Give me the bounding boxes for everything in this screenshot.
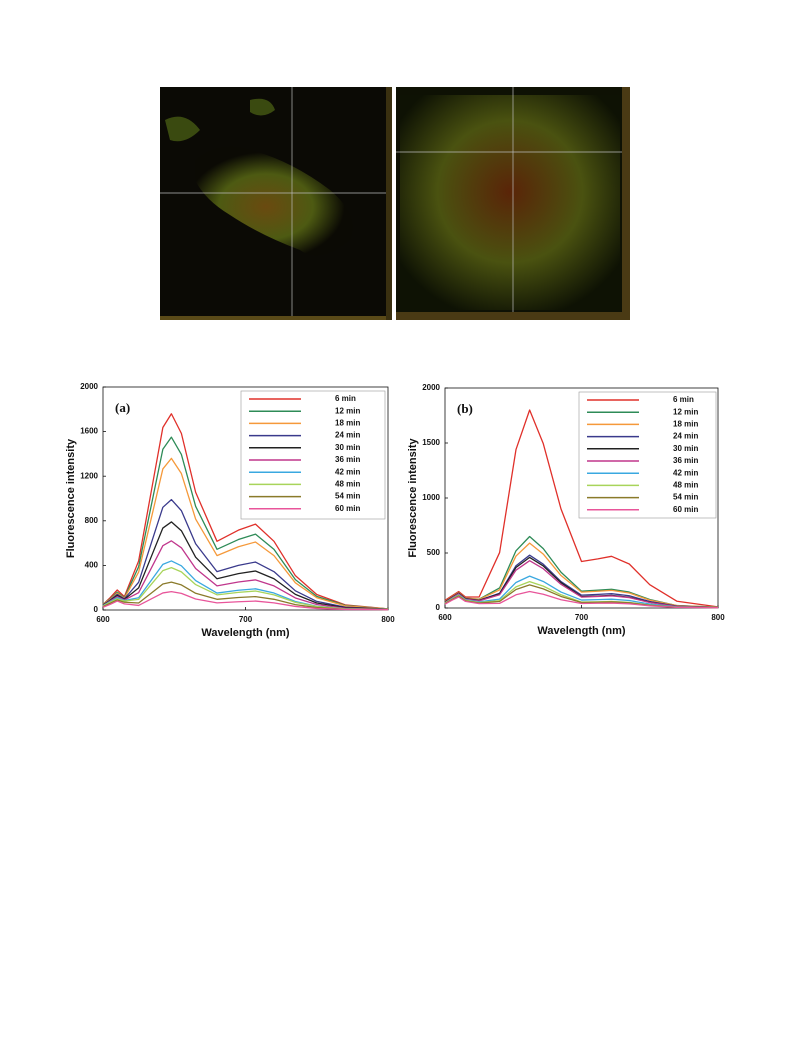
y-tick-label: 2000	[422, 383, 440, 392]
y-axis-title: Fluorescence intensity	[407, 438, 419, 558]
legend-label: 36 min	[335, 455, 360, 464]
panel-label: (b)	[457, 401, 473, 416]
series-line	[444, 590, 719, 609]
series-line	[102, 590, 389, 611]
series-line	[102, 540, 389, 610]
y-tick-label: 1200	[80, 471, 98, 480]
x-tick-label: 700	[575, 613, 589, 622]
micrograph-left	[160, 87, 392, 320]
legend-label: 48 min	[673, 481, 698, 490]
y-tick-label: 2000	[80, 382, 98, 391]
legend-label: 18 min	[673, 420, 698, 429]
legend-label: 54 min	[673, 493, 698, 502]
legend-label: 24 min	[335, 431, 360, 440]
y-tick-label: 1600	[80, 427, 98, 436]
legend-label: 12 min	[335, 406, 360, 415]
x-tick-label: 800	[711, 613, 725, 622]
series-line	[444, 409, 719, 608]
legend-label: 60 min	[673, 505, 698, 514]
y-tick-label: 0	[436, 603, 441, 612]
legend-label: 48 min	[335, 480, 360, 489]
legend-label: 30 min	[335, 443, 360, 452]
y-tick-label: 0	[94, 605, 99, 614]
x-tick-label: 600	[96, 615, 110, 624]
legend-label: 42 min	[335, 467, 360, 476]
legend-label: 12 min	[673, 407, 698, 416]
legend-box	[240, 390, 386, 520]
y-axis-title: Fluorescence intensity	[65, 438, 77, 558]
series-line	[102, 413, 389, 610]
legend-label: 24 min	[673, 432, 698, 441]
micrograph-right	[396, 87, 630, 320]
panel-label: (a)	[115, 400, 130, 415]
x-tick-label: 700	[239, 615, 253, 624]
x-axis-title: Wavelength (nm)	[201, 627, 290, 639]
y-tick-label: 1000	[422, 493, 440, 502]
series-line	[102, 566, 389, 611]
y-tick-label: 1500	[422, 438, 440, 447]
x-tick-label: 800	[381, 615, 395, 624]
legend-label: 30 min	[673, 444, 698, 453]
x-axis-title: Wavelength (nm)	[537, 625, 626, 637]
legend-label: 54 min	[335, 492, 360, 501]
legend-label: 6 min	[335, 394, 356, 403]
y-tick-label: 500	[427, 548, 441, 557]
legend-label: 36 min	[673, 456, 698, 465]
legend-label: 18 min	[335, 419, 360, 428]
legend-label: 42 min	[673, 468, 698, 477]
series-line	[102, 581, 389, 611]
y-tick-label: 800	[85, 516, 99, 525]
legend-label: 60 min	[335, 504, 360, 513]
legend-label: 6 min	[673, 395, 694, 404]
x-tick-label: 600	[438, 613, 452, 622]
y-tick-label: 400	[85, 561, 99, 570]
